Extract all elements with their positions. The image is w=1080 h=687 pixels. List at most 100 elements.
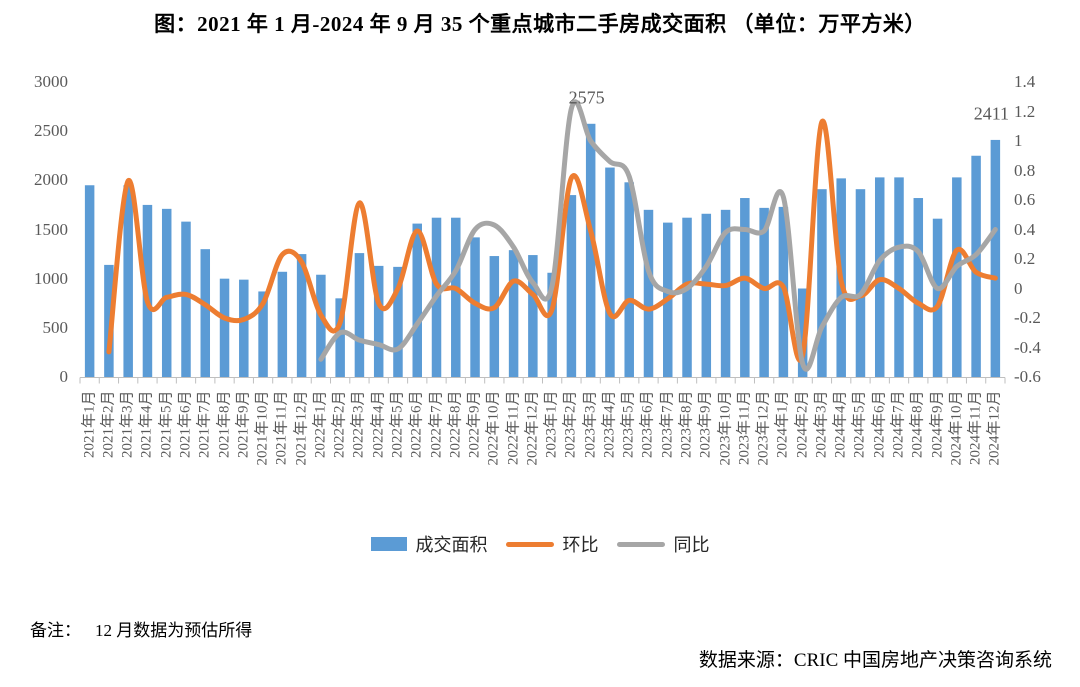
legend-line-swatch — [616, 541, 665, 547]
x-tick-label: 2022年5月 — [389, 390, 406, 459]
bar-2023年4月 — [605, 167, 615, 377]
x-tick-label: 2024年8月 — [909, 390, 926, 459]
bar-2021年5月 — [161, 208, 172, 377]
bar-2024年9月 — [932, 218, 943, 377]
left-axis-tick-label: 3000 — [34, 72, 68, 91]
bar-2024年7月 — [894, 177, 904, 377]
right-axis-tick-label: 0.2 — [1014, 249, 1036, 268]
x-tick-label: 2023年1月 — [543, 390, 560, 459]
x-tick-label: 2022年2月 — [331, 390, 348, 459]
bar-2023年10月 — [720, 209, 731, 377]
right-axis-tick-label: 0.6 — [1014, 190, 1036, 209]
x-tick-label: 2021年6月 — [177, 390, 194, 459]
right-axis-tick-label: 0 — [1014, 278, 1023, 298]
x-tick-label: 2023年4月 — [601, 390, 618, 459]
right-axis-tick-label: 1.4 — [1014, 72, 1036, 91]
bar-2021年10月 — [258, 291, 268, 377]
yoy-line — [318, 99, 998, 372]
x-tick-label: 2024年2月 — [794, 390, 811, 459]
x-tick-label: 2024年7月 — [890, 390, 907, 459]
x-tick-label: 2021年5月 — [158, 390, 175, 459]
x-tick-label: 2023年12月 — [755, 390, 772, 466]
bar-2022年8月 — [451, 217, 461, 377]
bar-2021年6月 — [181, 221, 191, 377]
right-axis-tick-label: 1.2 — [1014, 101, 1036, 121]
note: 备注： 12 月数据为预估所得 — [30, 616, 252, 641]
legend-line-swatch — [505, 541, 554, 547]
x-tick-label: 2022年10月 — [485, 390, 502, 466]
bar-2021年9月 — [239, 279, 249, 377]
left-axis-tick-label: 500 — [42, 317, 69, 337]
legend-label: 成交面积 — [415, 535, 488, 555]
left-axis-tick-label: 1000 — [34, 268, 68, 288]
x-tick-label: 2021年7月 — [196, 390, 213, 459]
x-tick-label: 2022年12月 — [524, 390, 541, 466]
x-tick-label: 2022年9月 — [466, 390, 483, 459]
legend-item-环比: 环比 — [505, 531, 599, 557]
x-tick-label: 2021年3月 — [119, 390, 136, 459]
mom-line — [106, 118, 998, 363]
bar-2021年1月 — [84, 185, 95, 377]
bar-2022年5月 — [393, 266, 403, 377]
x-tick-label: 2022年3月 — [350, 390, 367, 459]
bar-2023年5月 — [624, 182, 634, 377]
bar-2022年12月 — [528, 255, 538, 377]
x-tick-label: 2024年11月 — [967, 390, 984, 465]
x-tick-label: 2023年9月 — [697, 390, 714, 459]
x-tick-label: 2021年2月 — [100, 390, 117, 459]
bar-2023年8月 — [682, 217, 692, 377]
legend-item-同比: 同比 — [616, 531, 710, 557]
x-tick-label: 2021年4月 — [138, 390, 155, 459]
bar-2023年1月 — [547, 272, 557, 377]
x-tick-label: 2023年6月 — [639, 390, 656, 459]
bar-2024年12月 — [990, 139, 1001, 377]
x-tick-label: 2023年5月 — [620, 390, 637, 459]
x-tick-label: 2021年8月 — [216, 390, 233, 459]
bar-2024年11月 — [971, 155, 981, 377]
left-axis-tick-label: 1500 — [34, 219, 68, 239]
right-axis-tick-label: -0.2 — [1014, 308, 1041, 327]
x-tick-label: 2023年11月 — [736, 390, 753, 465]
right-axis-tick-label: 0.8 — [1014, 160, 1036, 180]
bar-2021年12月 — [296, 254, 307, 377]
x-tick-label: 2022年1月 — [312, 390, 329, 459]
chart-canvas — [79, 99, 1006, 384]
bar-2024年5月 — [855, 189, 866, 377]
x-tick-label: 2023年7月 — [659, 390, 676, 459]
chart-area: 0 500 1000 1500 2000 2500 3000 -0.6 -0.4 -0.2 0 0.… — [34, 72, 1041, 466]
left-axis-tick-label: 2500 — [34, 121, 68, 141]
legend-label: 同比 — [673, 535, 710, 555]
bar-2022年11月 — [508, 250, 519, 377]
bar-2022年6月 — [412, 223, 422, 377]
x-tick-label: 2021年9月 — [235, 390, 252, 459]
left-axis-tick-label: 0 — [59, 367, 69, 386]
legend: 成交面积 环比 同比 — [0, 531, 1080, 557]
legend-bar-swatch — [370, 537, 407, 551]
bar-2023年12月 — [759, 207, 769, 377]
bar-2022年3月 — [354, 253, 365, 377]
legend-item-成交面积: 成交面积 — [370, 531, 488, 557]
x-tick-label: 2023年2月 — [562, 390, 579, 459]
bar-2023年6月 — [643, 209, 654, 377]
bar-2022年4月 — [373, 265, 384, 377]
bar-2021年11月 — [277, 271, 288, 377]
x-tick-label: 2021年10月 — [254, 390, 271, 466]
right-axis-tick-label: -0.4 — [1014, 337, 1041, 357]
x-tick-label: 2023年3月 — [582, 390, 599, 459]
bar-2023年3月 — [585, 123, 596, 378]
right-axis-tick-label: 1 — [1014, 131, 1023, 150]
note-label: 备注： — [30, 621, 81, 640]
value-annotation: 2411 — [973, 103, 1010, 124]
x-tick-label: 2024年10月 — [948, 390, 965, 466]
x-tick-label: 2021年12月 — [293, 390, 310, 466]
data-source: 数据来源：CRIC 中国房地产决策咨询系统 — [698, 650, 1052, 671]
legend-label: 环比 — [562, 535, 599, 555]
bar-2022年9月 — [470, 237, 480, 377]
x-tick-label: 2021年11月 — [273, 390, 290, 465]
bar-2021年2月 — [104, 264, 114, 377]
bar-2024年3月 — [817, 189, 827, 377]
x-tick-label: 2022年11月 — [505, 390, 522, 465]
x-tick-label: 2023年10月 — [717, 390, 734, 466]
bar-2022年10月 — [489, 256, 500, 377]
